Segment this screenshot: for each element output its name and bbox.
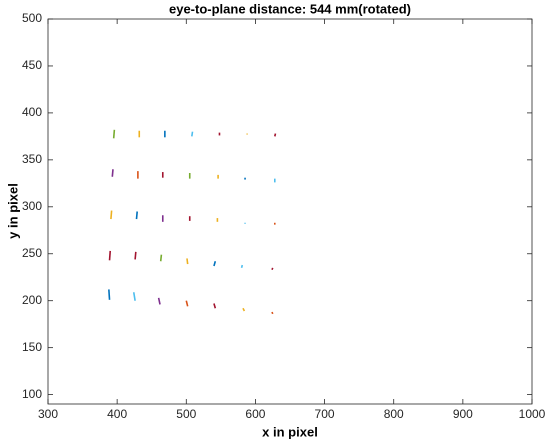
x-tick-label: 800 [384,407,404,421]
y-tick-label: 350 [22,152,42,166]
segment [185,300,189,307]
x-tick-label: 500 [176,407,196,421]
x-tick-label: 700 [315,407,335,421]
segment [213,261,217,267]
y-tick-label: 500 [22,11,42,25]
segment [271,311,274,315]
segment [274,133,277,137]
x-tick-label: 1000 [519,407,546,421]
x-tick-label: 400 [107,407,127,421]
segment [240,264,244,269]
segment [157,297,161,305]
segment [135,211,138,220]
segment [112,129,116,139]
segment [108,250,112,261]
y-axis-label: y in pixel [5,183,20,239]
segment [159,254,163,262]
segment [108,289,111,300]
x-tick-label: 300 [38,407,58,421]
y-tick-label: 400 [22,105,42,119]
y-tick-label: 450 [22,58,42,72]
segment [191,131,194,137]
x-axis-label: x in pixel [262,424,318,439]
segment [111,169,114,177]
y-tick-label: 250 [22,246,42,260]
segment [132,292,136,301]
segment [213,303,217,309]
y-tick-label: 200 [22,293,42,307]
y-tick-label: 300 [22,199,42,213]
plot-box [47,18,533,405]
x-tick-label: 600 [245,407,265,421]
segment [134,251,137,260]
x-tick-label: 900 [453,407,473,421]
segment [271,267,274,270]
segment [186,258,189,265]
segment [242,307,246,312]
chart-title: eye-to-plane distance: 544 mm(rotated) [169,1,411,16]
y-tick-label: 100 [22,387,42,401]
y-tick-label: 150 [22,340,42,354]
segment [110,210,113,220]
